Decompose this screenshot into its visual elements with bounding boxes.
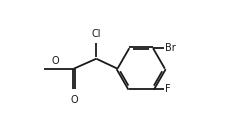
- Text: O: O: [52, 56, 59, 66]
- Text: Br: Br: [164, 43, 175, 53]
- Text: Cl: Cl: [91, 29, 101, 39]
- Text: O: O: [70, 95, 77, 106]
- Text: F: F: [164, 84, 170, 94]
